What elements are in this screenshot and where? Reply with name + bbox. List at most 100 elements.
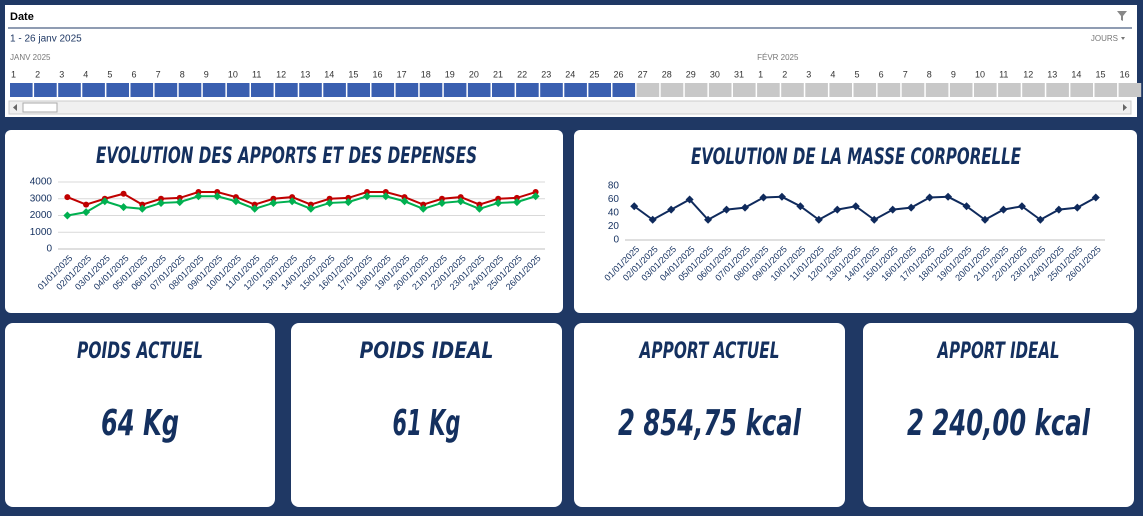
day-label: 1 bbox=[11, 69, 16, 79]
y-tick-label: 60 bbox=[608, 194, 620, 205]
day-label: 9 bbox=[951, 69, 956, 79]
day-cell[interactable] bbox=[395, 83, 419, 97]
day-cell[interactable] bbox=[1046, 83, 1069, 97]
day-label: 5 bbox=[855, 69, 860, 79]
day-cell[interactable] bbox=[467, 83, 491, 97]
day-cell[interactable] bbox=[347, 83, 370, 97]
kpi-value: 2 240,00 kcal bbox=[907, 403, 1090, 444]
day-cell[interactable] bbox=[660, 83, 684, 97]
timeline-panel bbox=[5, 5, 1137, 117]
day-label: 27 bbox=[638, 69, 648, 79]
y-tick-label: 4000 bbox=[30, 177, 53, 188]
day-cell[interactable] bbox=[901, 83, 925, 97]
day-cell[interactable] bbox=[1022, 83, 1045, 97]
point bbox=[119, 203, 128, 212]
y-tick-label: 40 bbox=[608, 208, 620, 219]
day-cell[interactable] bbox=[275, 83, 298, 97]
day-label: 10 bbox=[228, 69, 238, 79]
kpi-card bbox=[291, 323, 562, 507]
day-cell[interactable] bbox=[419, 83, 443, 97]
timeline-range: 1 - 26 janv 2025 bbox=[10, 34, 82, 45]
timeline-level[interactable]: JOURS bbox=[1091, 34, 1118, 43]
day-cell[interactable] bbox=[1118, 83, 1142, 97]
day-cell[interactable] bbox=[443, 83, 467, 97]
day-cell[interactable] bbox=[1094, 83, 1118, 97]
day-label: 16 bbox=[373, 69, 383, 79]
day-cell[interactable] bbox=[371, 83, 395, 97]
point bbox=[83, 201, 90, 208]
point bbox=[532, 189, 539, 196]
point bbox=[476, 201, 483, 208]
scroll-thumb[interactable] bbox=[22, 102, 58, 113]
day-cell[interactable] bbox=[178, 83, 202, 97]
day-cell[interactable] bbox=[781, 83, 804, 97]
day-cell[interactable] bbox=[733, 83, 756, 97]
month-label: FÉVR 2025 bbox=[757, 53, 799, 62]
day-cell[interactable] bbox=[154, 83, 178, 97]
day-cell[interactable] bbox=[492, 83, 515, 97]
scrollbar[interactable] bbox=[8, 100, 1132, 115]
day-cell[interactable] bbox=[10, 83, 33, 97]
scroll-right[interactable] bbox=[1123, 104, 1127, 111]
day-cell[interactable] bbox=[540, 83, 563, 97]
day-label: 28 bbox=[662, 69, 672, 79]
point bbox=[759, 193, 768, 202]
day-cell[interactable] bbox=[805, 83, 828, 97]
day-label: 16 bbox=[1120, 69, 1130, 79]
day-cell[interactable] bbox=[636, 83, 660, 97]
day-cell[interactable] bbox=[925, 83, 949, 97]
day-label: 1 bbox=[758, 69, 763, 79]
day-cell[interactable] bbox=[130, 83, 154, 97]
point bbox=[175, 198, 184, 207]
point bbox=[231, 197, 240, 206]
day-cell[interactable] bbox=[82, 83, 105, 97]
day-label: 7 bbox=[903, 69, 908, 79]
day-cell[interactable] bbox=[106, 83, 129, 97]
day-cell[interactable] bbox=[877, 83, 901, 97]
day-cell[interactable] bbox=[564, 83, 587, 97]
day-cell[interactable] bbox=[684, 83, 708, 97]
point bbox=[1054, 205, 1063, 214]
day-label: 11 bbox=[999, 69, 1008, 79]
y-tick-label: 1000 bbox=[30, 227, 53, 238]
day-cell[interactable] bbox=[202, 83, 226, 97]
point bbox=[158, 195, 165, 202]
day-cell[interactable] bbox=[299, 83, 322, 97]
day-label: 2 bbox=[782, 69, 787, 79]
day-cell[interactable] bbox=[974, 83, 997, 97]
point bbox=[512, 198, 521, 207]
day-cell[interactable] bbox=[251, 83, 274, 97]
chart-title: EVOLUTION DE LA MASSE CORPORELLE bbox=[691, 145, 1021, 170]
clear-filter-icon[interactable] bbox=[1117, 11, 1127, 21]
day-cell[interactable] bbox=[323, 83, 346, 97]
point bbox=[796, 202, 805, 211]
day-cell[interactable] bbox=[708, 83, 732, 97]
point bbox=[139, 201, 146, 208]
day-cell[interactable] bbox=[612, 83, 636, 97]
scroll-left[interactable] bbox=[13, 104, 17, 111]
day-cell[interactable] bbox=[226, 83, 250, 97]
point bbox=[250, 204, 259, 213]
level-arrow[interactable] bbox=[1121, 37, 1125, 40]
chart-panel bbox=[5, 130, 563, 313]
day-label: 20 bbox=[469, 69, 479, 79]
day-cell[interactable] bbox=[949, 83, 973, 97]
day-cell[interactable] bbox=[1070, 83, 1093, 97]
chart-panel bbox=[574, 130, 1137, 313]
day-label: 12 bbox=[1023, 69, 1033, 79]
day-cell[interactable] bbox=[853, 83, 877, 97]
day-cell[interactable] bbox=[588, 83, 611, 97]
day-cell[interactable] bbox=[998, 83, 1021, 97]
y-tick-label: 80 bbox=[608, 181, 620, 192]
point bbox=[777, 192, 786, 201]
day-cell[interactable] bbox=[34, 83, 57, 97]
day-cell[interactable] bbox=[516, 83, 539, 97]
kpi-card bbox=[863, 323, 1134, 507]
day-cell[interactable] bbox=[757, 83, 780, 97]
point bbox=[194, 192, 203, 201]
day-cell[interactable] bbox=[58, 83, 81, 97]
day-cell[interactable] bbox=[829, 83, 852, 97]
day-label: 15 bbox=[348, 69, 358, 79]
day-label: 25 bbox=[589, 69, 599, 79]
